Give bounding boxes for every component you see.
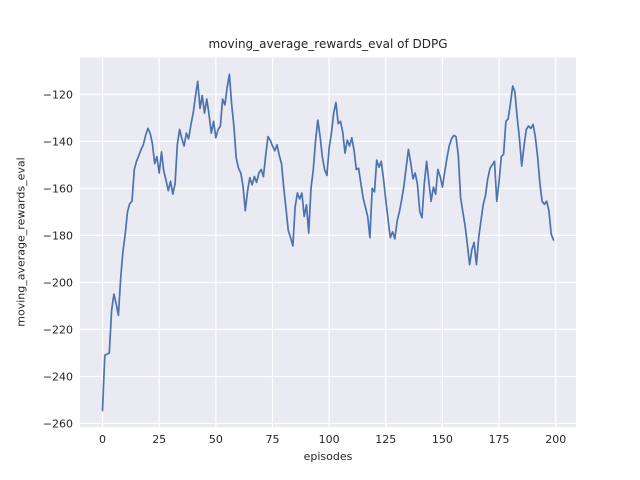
x-tick-label: 150: [432, 433, 453, 446]
y-tick-label: −220: [43, 323, 73, 336]
chart-title: moving_average_rewards_eval of DDPG: [208, 37, 448, 51]
x-tick-label: 175: [489, 433, 510, 446]
x-tick-label: 25: [152, 433, 166, 446]
plot-area: [80, 57, 576, 428]
y-tick-label: −200: [43, 276, 73, 289]
y-tick-label: −120: [43, 88, 73, 101]
x-axis-label: episodes: [303, 450, 353, 463]
y-tick-label: −180: [43, 229, 73, 242]
x-tick-label: 0: [99, 433, 106, 446]
x-tick-label: 75: [265, 433, 279, 446]
x-tick-label: 200: [545, 433, 566, 446]
y-tick-label: −240: [43, 370, 73, 383]
x-tick-label: 50: [209, 433, 223, 446]
y-tick-label: −160: [43, 182, 73, 195]
y-axis-label: moving_average_rewards_eval: [14, 157, 28, 327]
reward-line: [101, 73, 555, 412]
x-tick-label: 125: [375, 433, 396, 446]
x-tick-label: 100: [319, 433, 340, 446]
y-tick-label: −260: [43, 417, 73, 430]
y-tick-label: −140: [43, 135, 73, 148]
